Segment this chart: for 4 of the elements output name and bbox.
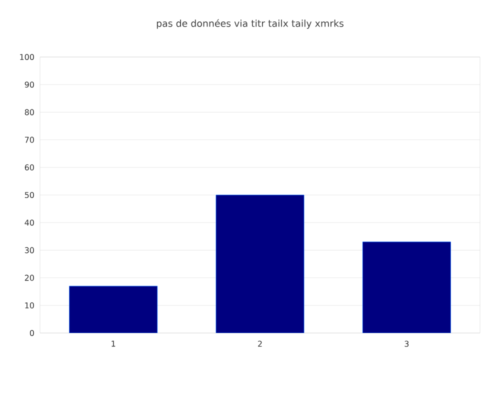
bar (362, 242, 451, 333)
bar (216, 194, 304, 333)
bar (69, 286, 158, 333)
chart-title: pas de données via titr tailx taily xmrks (156, 19, 344, 29)
